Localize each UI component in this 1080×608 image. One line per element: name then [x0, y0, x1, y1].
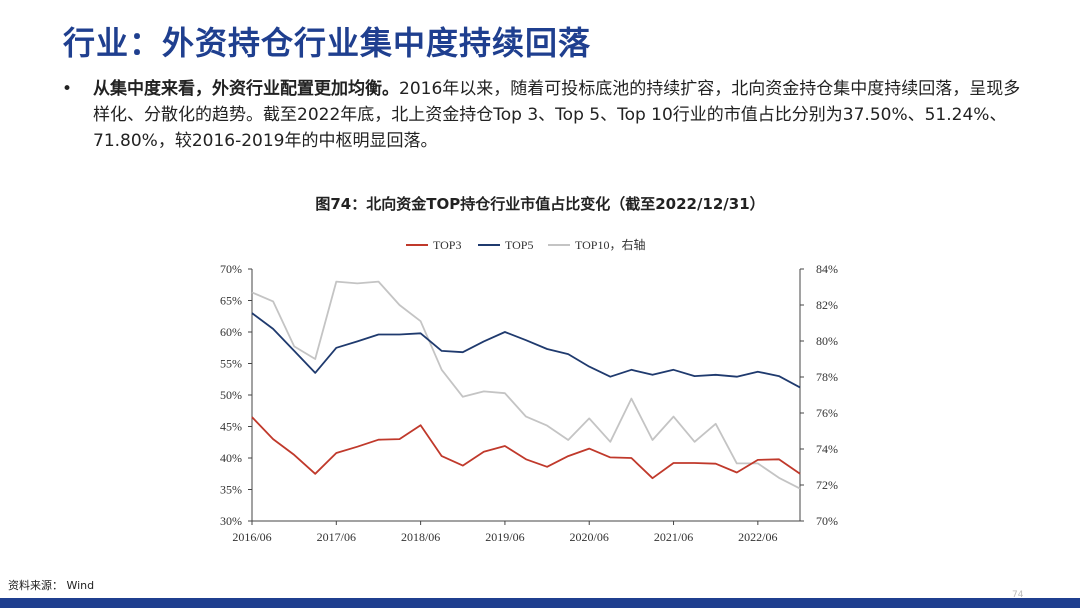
bullet-body: 从集中度来看，外资行业配置更加均衡。2016年以来，随着可投标底池的持续扩容，北… — [93, 76, 1026, 154]
figure-title: 图74：北向资金TOP持仓行业市值占比变化（截至2022/12/31） — [315, 195, 765, 213]
slide-title: 行业：外资持仓行业集中度持续回落 — [63, 24, 592, 62]
y-left-tick-label: 40% — [220, 451, 242, 465]
bullet-paragraph: • 从集中度来看，外资行业配置更加均衡。2016年以来，随着可投标底池的持续扩容… — [62, 76, 1026, 154]
x-tick-label: 2021/06 — [654, 530, 693, 544]
top3-series-line — [251, 416, 801, 480]
y-right-tick-label: 74% — [816, 442, 838, 456]
y-right-tick-label: 80% — [816, 334, 838, 348]
y-left-tick-label: 30% — [220, 514, 242, 528]
footer-bar — [0, 598, 1080, 608]
y-left-tick-label: 55% — [220, 357, 242, 371]
legend-top10-label: TOP10，右轴 — [575, 237, 645, 252]
x-tick-label: 2017/06 — [317, 530, 356, 544]
x-tick-label: 2020/06 — [570, 530, 609, 544]
y-right-tick-label: 72% — [816, 478, 838, 492]
source-note: 资料来源： Wind — [8, 579, 95, 592]
y-right-tick-label: 70% — [816, 514, 838, 528]
top5-series-line — [251, 312, 801, 389]
y-left-tick-label: 60% — [220, 325, 242, 339]
bullet-marker: • — [62, 79, 73, 99]
y-right-tick-label: 78% — [816, 370, 838, 384]
y-left-tick-label: 45% — [220, 420, 242, 434]
y-right-tick-label: 82% — [816, 298, 838, 312]
bullet-text: 2016年以来，随着可投标底池的持续扩容，北向资金持仓集中度持续回落，呈现多样化… — [93, 79, 1021, 151]
page-number: 74 — [1012, 590, 1024, 600]
x-tick-label: 2022/06 — [738, 530, 777, 544]
bullet-bold-lead: 从集中度来看，外资行业配置更加均衡。 — [93, 79, 399, 99]
y-left-tick-label: 65% — [220, 294, 242, 308]
y-left-tick-label: 70% — [220, 262, 242, 276]
y-right-tick-label: 76% — [816, 406, 838, 420]
x-tick-label: 2018/06 — [401, 530, 440, 544]
legend-top5-label: TOP5 — [505, 238, 533, 252]
top10-series-line — [251, 280, 801, 490]
y-right-tick-label: 84% — [816, 262, 838, 276]
concentration-line-chart: 30% 35% 40% 45% 50% 55% 60% 65% 70% 70% 72% 74% 76% 7… — [220, 237, 838, 544]
x-tick-label: 2019/06 — [485, 530, 524, 544]
y-left-tick-label: 35% — [220, 483, 242, 497]
legend-top3-label: TOP3 — [433, 238, 461, 252]
x-tick-label: 2016/06 — [232, 530, 271, 544]
y-left-tick-label: 50% — [220, 388, 242, 402]
